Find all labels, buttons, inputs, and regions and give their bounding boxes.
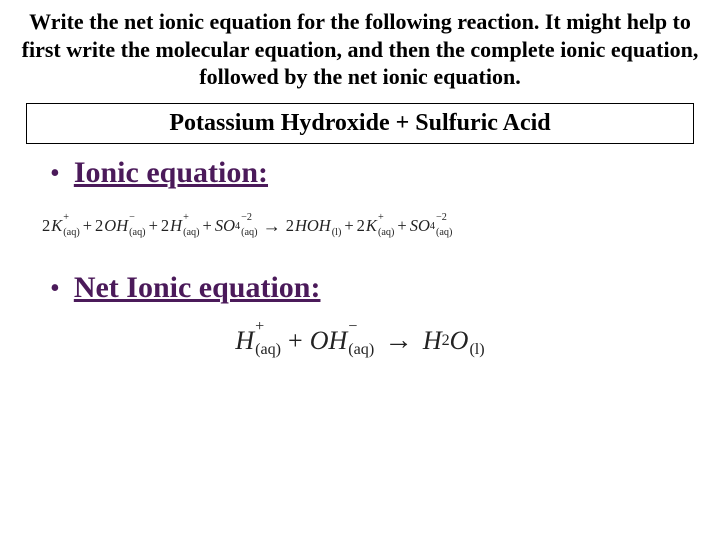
plus-icon: + [344,216,353,236]
plus-icon: + [83,216,92,236]
reactants-box: Potassium Hydroxide + Sulfuric Acid [26,103,694,144]
plus-icon: + [288,326,303,356]
arrow-icon: → [263,216,281,237]
equation-term: H2O (l) [423,326,485,356]
bullet-icon: • [50,160,60,188]
equation-term: 2K+(aq) [42,216,80,236]
equation-term: 2OH−(aq) [95,216,146,236]
net-heading: Net Ionic equation: [74,271,321,305]
bullet-icon: • [50,275,60,303]
arrow-icon: → [384,325,413,357]
plus-icon: + [203,216,212,236]
equation-term: SO4−2(aq) [215,216,258,236]
ionic-heading: Ionic equation: [74,156,268,190]
instruction-text: Write the net ionic equation for the fol… [20,8,700,91]
equation-term: H+(aq) [235,326,281,356]
ionic-heading-row: • Ionic equation: [50,156,700,190]
equation-term: OH−(aq) [310,326,375,356]
equation-term: 2H+(aq) [161,216,200,236]
equation-term: SO4−2(aq) [410,216,453,236]
equation-term: 2 HOH (l) [286,216,342,236]
plus-icon: + [397,216,406,236]
ionic-equation: 2K+(aq)+2OH−(aq)+2H+(aq)+SO4−2(aq)→2 HOH… [42,216,700,237]
plus-icon: + [149,216,158,236]
net-heading-row: • Net Ionic equation: [50,271,700,305]
equation-term: 2K+(aq) [357,216,395,236]
net-ionic-equation: H+(aq)+OH−(aq) → H2O (l) [20,325,700,357]
